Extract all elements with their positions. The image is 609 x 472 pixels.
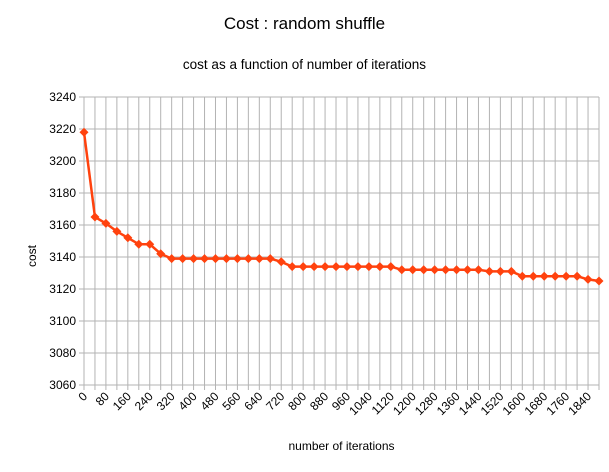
data-point [210,254,220,264]
x-tick-label: 1680 [522,389,551,418]
x-tick-label: 80 [93,389,113,409]
data-point [408,265,418,275]
y-tick-label: 3240 [49,90,76,104]
data-point [298,262,308,272]
data-point [452,265,462,275]
y-tick-label: 3180 [49,186,76,200]
data-point [232,254,242,264]
x-tick-label: 1520 [478,389,507,418]
data-point [145,239,155,249]
y-tick-label: 3120 [49,282,76,296]
x-tick-label: 560 [219,389,243,413]
data-point [254,254,264,264]
data-point [463,265,473,275]
gridlines [79,96,600,390]
y-axis-ticks: 3060 3080 3100 3120 3140 3160 3180 3200 3220 3240 [49,90,76,392]
data-point [265,254,275,264]
y-tick-label: 3160 [49,218,76,232]
data-point [441,265,451,275]
data-point [320,262,330,272]
data-point [528,271,538,281]
x-tick-label: 0 [75,389,90,404]
data-point [221,254,231,264]
x-tick-label: 160 [110,389,134,413]
data-point [101,218,111,228]
data-point [572,271,582,281]
data-point [561,271,571,281]
data-point [386,262,396,272]
y-tick-label: 3060 [49,378,76,392]
data-point [517,271,527,281]
x-tick-label: 1120 [369,389,397,417]
x-tick-label: 720 [263,389,287,413]
x-tick-label: 1280 [412,389,441,418]
y-tick-label: 3080 [49,346,76,360]
data-point [331,262,341,272]
x-tick-label: 1840 [565,389,594,418]
x-tick-label: 880 [307,389,331,413]
x-tick-label: 240 [132,389,156,413]
data-point [506,266,516,276]
data-point [243,254,253,264]
data-point [200,254,210,264]
data-point [342,262,352,272]
chart-title: Cost : random shuffle [223,14,386,33]
data-point [79,127,89,137]
x-tick-label: 1760 [543,389,572,418]
data-point [397,265,407,275]
data-point [419,265,429,275]
chart-subtitle: cost as a function of number of iteratio… [182,57,427,72]
data-point [583,274,593,284]
data-point [495,266,505,276]
data-point [189,254,199,264]
data-point [594,276,604,286]
x-tick-label: 1360 [434,389,463,418]
data-point [156,249,166,259]
data-point [430,265,440,275]
x-tick-label: 640 [241,389,265,413]
x-axis-label: number of iterations [288,439,394,453]
data-point [550,271,560,281]
data-point [375,262,385,272]
y-axis-label: cost [25,244,39,267]
x-tick-label: 320 [154,389,178,413]
y-tick-label: 3140 [49,250,76,264]
series-group [79,127,604,286]
x-tick-label: 800 [285,389,309,413]
x-tick-label: 1200 [390,389,419,418]
data-point [473,265,483,275]
data-point [123,233,133,243]
data-point [276,257,286,267]
data-point [167,254,177,264]
data-point [484,266,494,276]
data-point [178,254,188,264]
x-axis-ticks: 0 801602403204004805606407208008809601040… [75,389,594,418]
x-tick-label: 1040 [346,389,375,418]
x-tick-label: 1600 [500,389,529,418]
data-point [134,239,144,249]
y-tick-label: 3100 [49,314,76,328]
data-point [364,262,374,272]
x-tick-label: 400 [176,389,200,413]
data-point [90,212,100,222]
data-point [353,262,363,272]
data-point [287,262,297,272]
data-point [112,226,122,236]
data-point [309,262,319,272]
data-point [539,271,549,281]
x-tick-label: 1440 [456,389,485,418]
y-tick-label: 3200 [49,154,76,168]
y-tick-label: 3220 [49,122,76,136]
x-tick-label: 480 [198,389,222,413]
series-line [82,132,600,283]
